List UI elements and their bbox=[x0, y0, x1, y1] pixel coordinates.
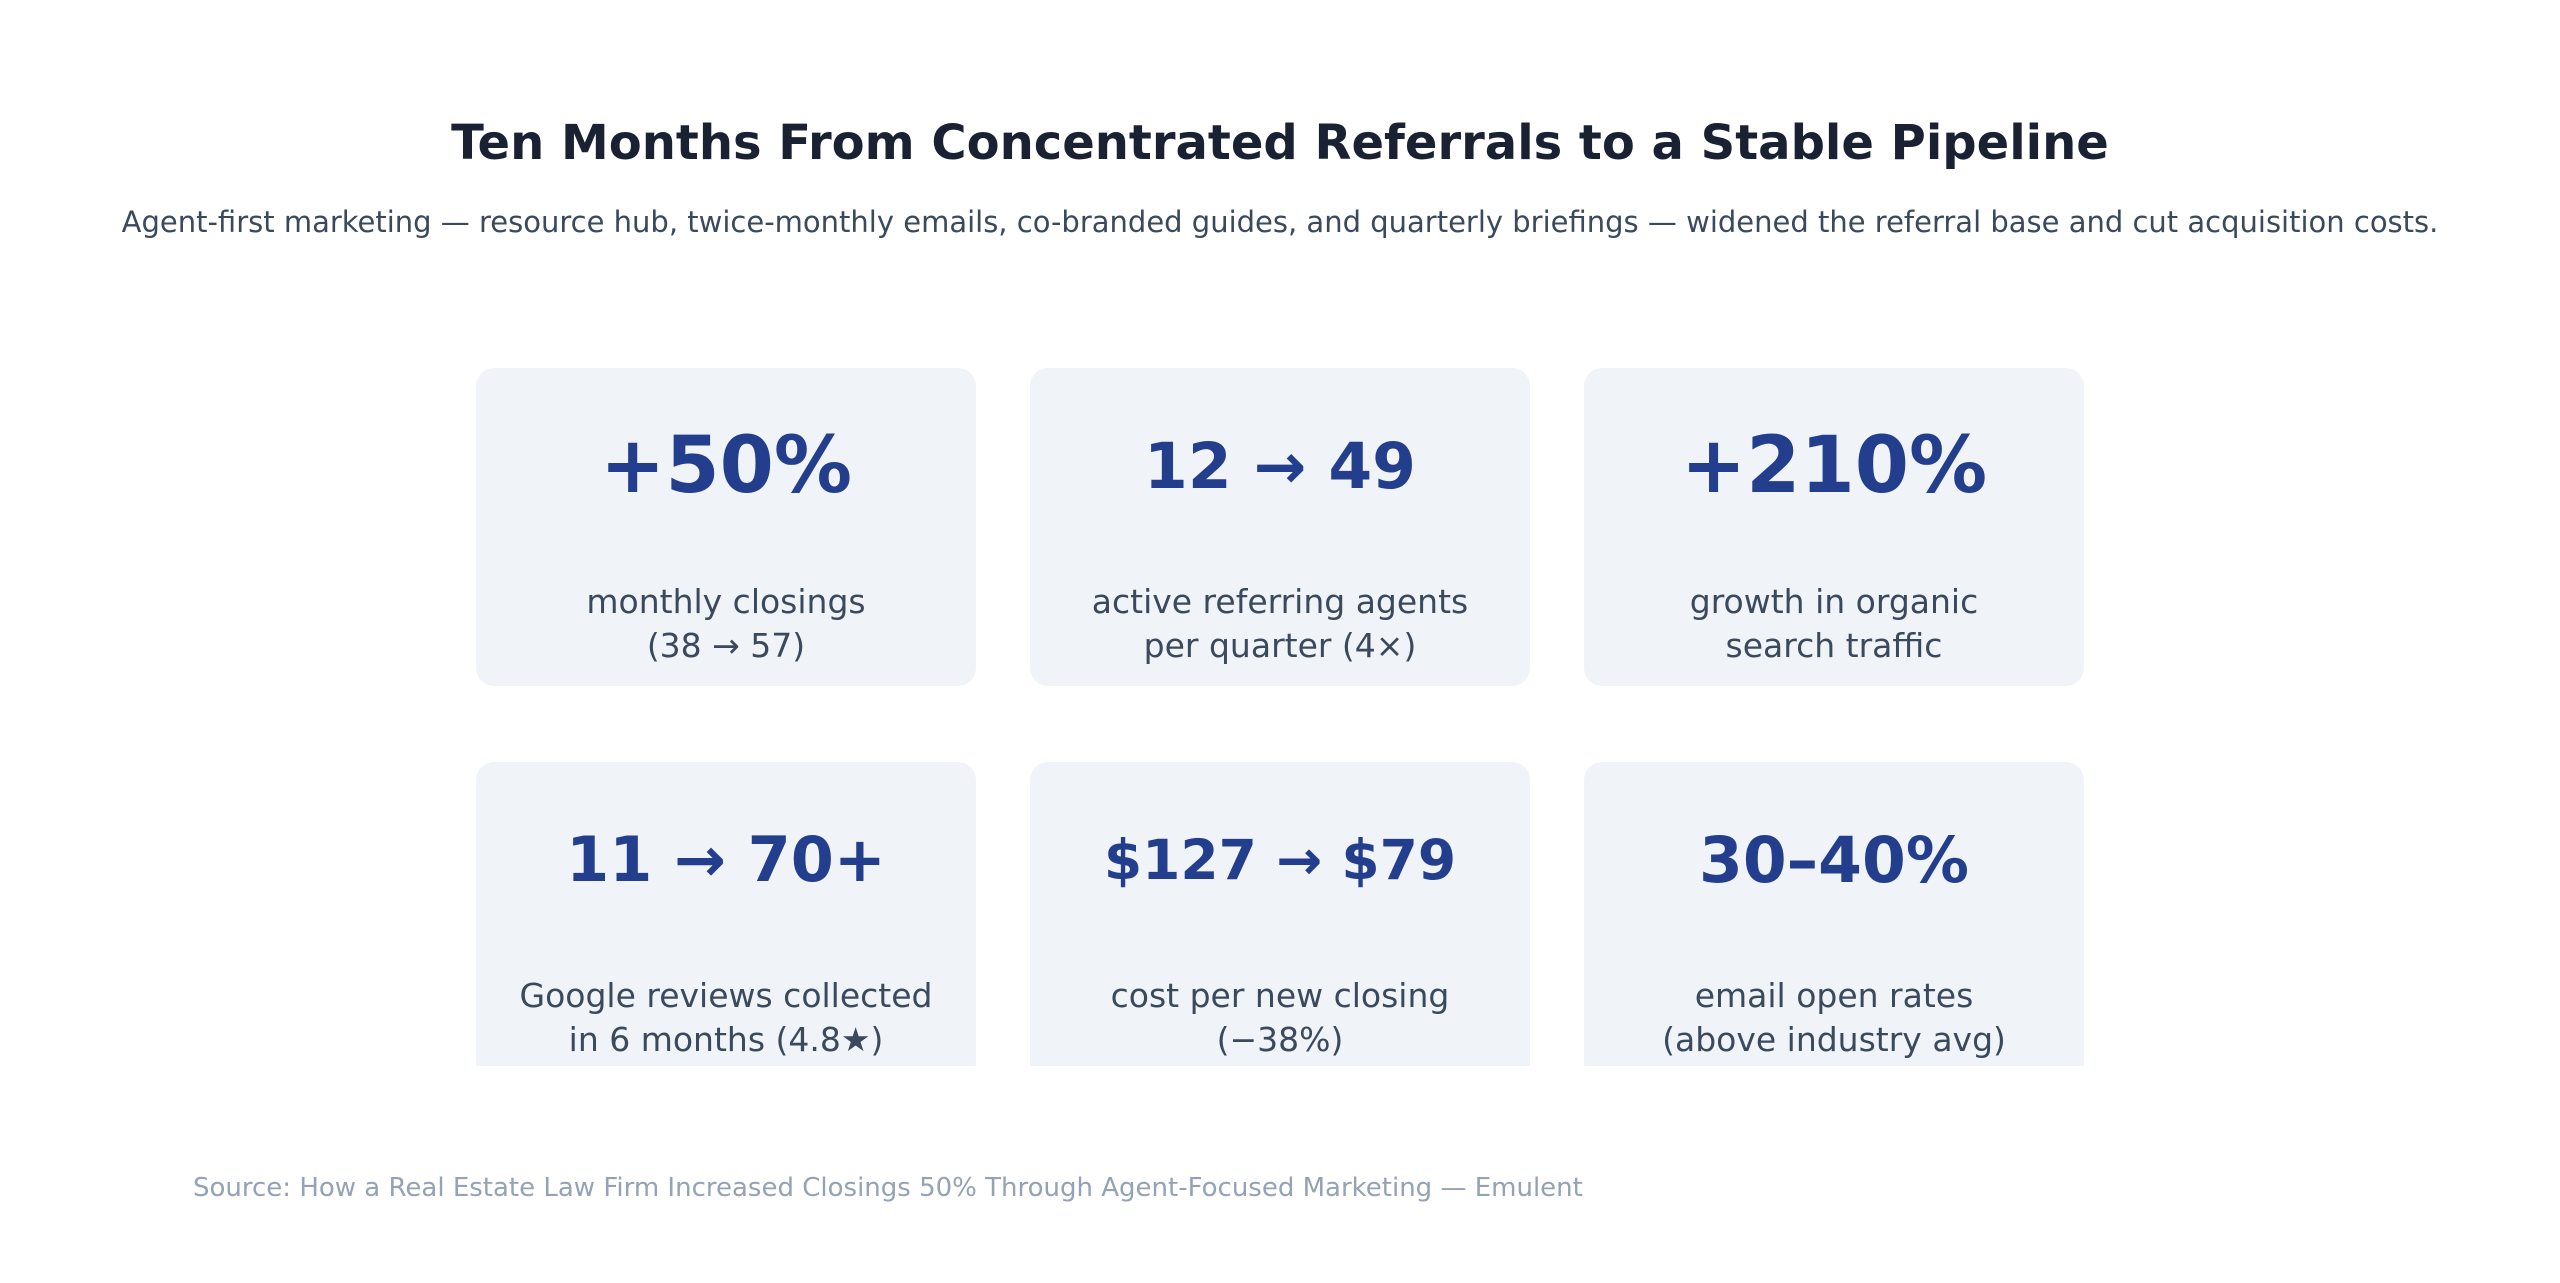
stat-label: Google reviews collected in 6 months (4.… bbox=[520, 974, 933, 1062]
stat-value: 12 → 49 bbox=[1144, 429, 1416, 503]
stat-value: $127 → $79 bbox=[1103, 827, 1457, 892]
stat-value-box: $127 → $79 bbox=[1030, 790, 1530, 930]
stat-label: active referring agents per quarter (4×) bbox=[1092, 580, 1468, 668]
stat-value: +50% bbox=[599, 421, 853, 511]
stat-label-line1: email open rates bbox=[1694, 976, 1974, 1015]
stat-value-box: +50% bbox=[476, 396, 976, 536]
stat-value: +210% bbox=[1680, 421, 1988, 511]
stat-value: 30–40% bbox=[1699, 823, 1969, 897]
stat-value-box: 11 → 70+ bbox=[476, 790, 976, 930]
stat-card-cost-per-closing: $127 → $79 cost per new closing (−38%) bbox=[1030, 762, 1530, 1066]
page-title: Ten Months From Concentrated Referrals t… bbox=[451, 115, 2109, 171]
stat-card-monthly-closings: +50% monthly closings (38 → 57) bbox=[476, 368, 976, 686]
stat-label-line1: growth in organic bbox=[1689, 582, 1979, 621]
stat-card-organic-traffic: +210% growth in organic search traffic bbox=[1584, 368, 2084, 686]
stat-label: email open rates (above industry avg) bbox=[1662, 974, 2006, 1062]
stat-label: cost per new closing (−38%) bbox=[1111, 974, 1450, 1062]
stat-label-line1: cost per new closing bbox=[1110, 976, 1450, 1015]
stat-card-google-reviews: 11 → 70+ Google reviews collected in 6 m… bbox=[476, 762, 976, 1066]
stat-value-box: +210% bbox=[1584, 396, 2084, 536]
source-attribution: Source: How a Real Estate Law Firm Incre… bbox=[193, 1173, 1583, 1203]
stat-label-line1: active referring agents bbox=[1091, 582, 1469, 621]
stat-label-line2: in 6 months (4.8★) bbox=[568, 1019, 884, 1059]
stat-label-line2: (above industry avg) bbox=[1662, 1019, 2006, 1059]
stat-label-line2: (38 → 57) bbox=[646, 625, 806, 665]
stat-label: growth in organic search traffic bbox=[1690, 580, 1978, 668]
stats-viewport: +50% monthly closings (38 → 57) 12 → 49 … bbox=[476, 368, 2084, 1066]
stat-label: monthly closings (38 → 57) bbox=[586, 580, 865, 668]
page-subtitle: Agent-first marketing — resource hub, tw… bbox=[121, 205, 2439, 239]
stat-value: 11 → 70+ bbox=[566, 823, 886, 896]
stat-label-line2: (−38%) bbox=[1216, 1019, 1344, 1059]
stat-label-line1: monthly closings bbox=[586, 582, 866, 621]
stat-value-box: 12 → 49 bbox=[1030, 396, 1530, 536]
stats-grid: +50% monthly closings (38 → 57) 12 → 49 … bbox=[476, 368, 2084, 1066]
stat-value-box: 30–40% bbox=[1584, 790, 2084, 930]
stat-label-line2: per quarter (4×) bbox=[1143, 625, 1417, 665]
stat-label-line2: search traffic bbox=[1725, 625, 1943, 665]
stat-card-email-open-rates: 30–40% email open rates (above industry … bbox=[1584, 762, 2084, 1066]
stat-card-referring-agents: 12 → 49 active referring agents per quar… bbox=[1030, 368, 1530, 686]
stat-label-line1: Google reviews collected bbox=[519, 976, 933, 1015]
